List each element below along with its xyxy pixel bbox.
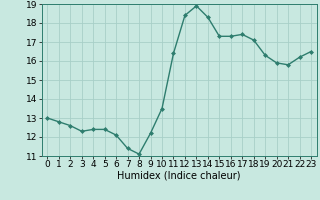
X-axis label: Humidex (Indice chaleur): Humidex (Indice chaleur) [117,171,241,181]
